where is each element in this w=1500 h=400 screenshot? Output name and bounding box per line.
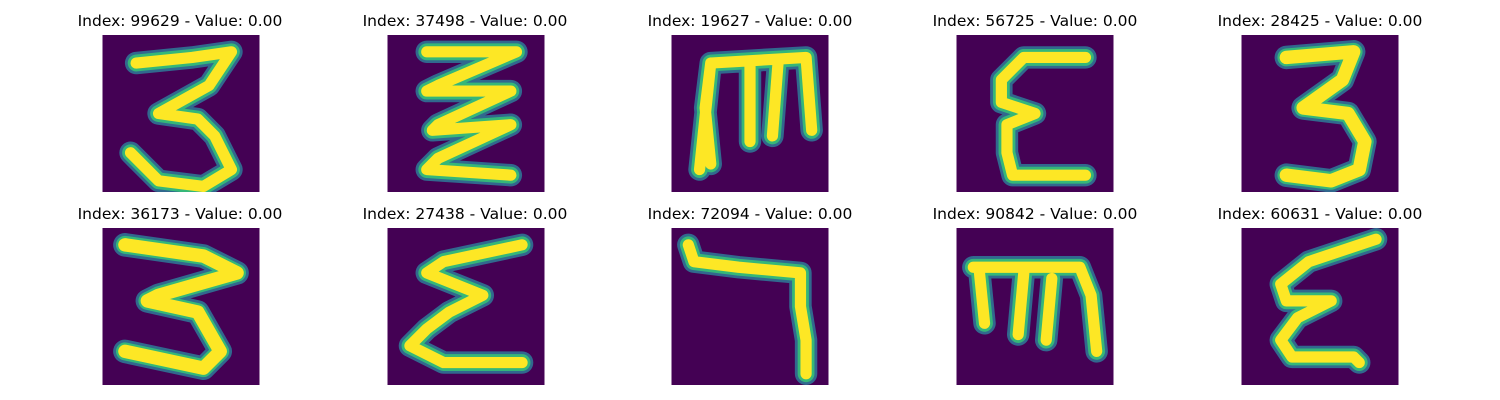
image-panel-4: Index: 56725 - Value: 0.00	[885, 0, 1185, 192]
panel-title: Index: 56725 - Value: 0.00	[932, 12, 1138, 30]
panel-title: Index: 90842 - Value: 0.00	[932, 205, 1138, 223]
panel-title: Index: 28425 - Value: 0.00	[1217, 12, 1423, 30]
panel-title: Index: 37498 - Value: 0.00	[362, 12, 568, 30]
image-panel-9: Index: 90842 - Value: 0.00	[885, 193, 1185, 385]
image-panel-8: Index: 72094 - Value: 0.00	[600, 193, 900, 385]
glyph-image-3	[1241, 35, 1399, 192]
image-panel-3: Index: 19627 - Value: 0.00	[600, 0, 900, 192]
panel-title: Index: 60631 - Value: 0.00	[1217, 205, 1423, 223]
image-panel-10: Index: 60631 - Value: 0.00	[1170, 193, 1470, 385]
glyph-image-m	[956, 228, 1114, 385]
panel-title: Index: 36173 - Value: 0.00	[77, 205, 283, 223]
glyph-image-sigma	[387, 228, 545, 385]
panel-title: Index: 72094 - Value: 0.00	[647, 205, 853, 223]
panel-title: Index: 99629 - Value: 0.00	[77, 12, 283, 30]
glyph-image-m	[671, 35, 829, 192]
image-panel-6: Index: 36173 - Value: 0.00	[30, 193, 330, 385]
glyph-image-7	[671, 228, 829, 385]
glyph-image-e	[1241, 228, 1399, 385]
image-panel-1: Index: 99629 - Value: 0.00	[30, 0, 330, 192]
panel-title: Index: 27438 - Value: 0.00	[362, 205, 568, 223]
image-panel-2: Index: 37498 - Value: 0.00	[315, 0, 615, 192]
panel-title: Index: 19627 - Value: 0.00	[647, 12, 853, 30]
glyph-image-3	[102, 35, 260, 192]
glyph-image-e	[956, 35, 1114, 192]
image-panel-7: Index: 27438 - Value: 0.00	[315, 193, 615, 385]
glyph-image-zigzag	[387, 35, 545, 192]
image-panel-5: Index: 28425 - Value: 0.00	[1170, 0, 1470, 192]
glyph-image-zigzag	[102, 228, 260, 385]
